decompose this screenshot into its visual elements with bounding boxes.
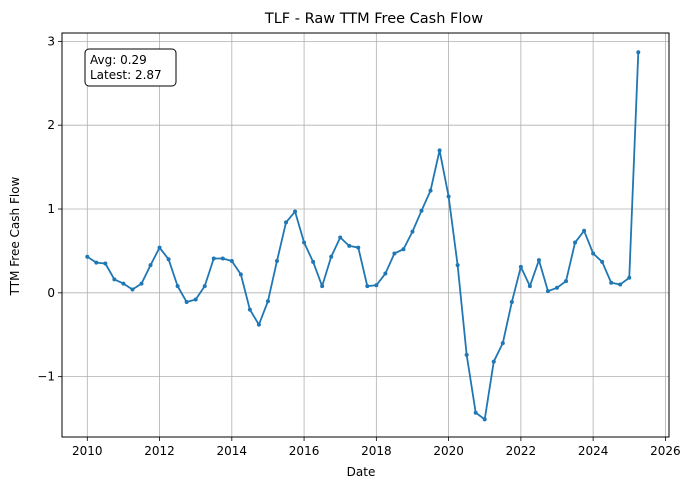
- data-point: [265, 299, 270, 304]
- data-point: [455, 263, 460, 268]
- y-tick-label: 3: [47, 34, 55, 48]
- data-point: [94, 260, 99, 265]
- data-point: [627, 275, 632, 280]
- data-point: [139, 281, 144, 286]
- x-axis-title: Date: [347, 465, 376, 479]
- annotation-avg: Avg: 0.29: [90, 53, 147, 67]
- data-point: [374, 283, 379, 288]
- x-tick-label: 2018: [361, 444, 392, 458]
- data-point: [446, 194, 451, 199]
- annotation-box: [84, 48, 177, 87]
- data-point: [320, 284, 325, 289]
- data-point: [536, 258, 541, 263]
- data-point: [338, 235, 343, 240]
- x-tick-label: 2010: [72, 444, 103, 458]
- data-point: [564, 279, 569, 284]
- x-tick-label: 2026: [650, 444, 681, 458]
- data-point: [184, 300, 189, 305]
- series-line: [86, 52, 640, 421]
- data-point: [482, 417, 487, 422]
- data-point: [329, 254, 334, 259]
- data-point: [518, 264, 523, 269]
- data-point: [302, 240, 307, 245]
- data-point: [419, 208, 424, 213]
- data-point: [365, 284, 370, 289]
- data-point: [193, 297, 198, 302]
- data-point: [428, 188, 433, 193]
- plot-frame: [61, 32, 670, 438]
- data-point: [166, 257, 171, 262]
- data-point: [509, 300, 514, 305]
- data-point: [527, 284, 532, 289]
- data-point: [130, 287, 135, 292]
- data-point: [491, 359, 496, 364]
- y-tick-label: 2: [47, 118, 55, 132]
- x-tick-label: 2012: [144, 444, 175, 458]
- data-point: [121, 281, 126, 286]
- stats-annotation: Avg: 0.29 Latest: 2.87: [84, 48, 177, 87]
- data-point: [148, 263, 153, 268]
- data-point: [229, 258, 234, 263]
- data-point: [347, 243, 352, 248]
- data-point: [554, 285, 559, 290]
- axis-ticks: 2010 2012 2014 2016 2018 2020 2022 2024 2026 −1 0 1…: [37, 34, 680, 458]
- data-point: [609, 280, 614, 285]
- data-point: [591, 251, 596, 256]
- y-tick-label: 0: [47, 286, 55, 300]
- data-point: [437, 148, 442, 153]
- data-point: [473, 410, 478, 415]
- data-point: [211, 256, 216, 261]
- x-tick-label: 2020: [433, 444, 464, 458]
- chart-title: TLF - Raw TTM Free Cash Flow: [264, 11, 483, 27]
- y-axis-title: TTM Free Cash Flow: [8, 176, 22, 296]
- y-tick-label: 1: [47, 202, 55, 216]
- data-point: [85, 254, 90, 259]
- data-point: [175, 284, 180, 289]
- data-point: [464, 352, 469, 357]
- x-tick-label: 2022: [506, 444, 537, 458]
- data-point: [356, 245, 361, 250]
- data-point: [410, 229, 415, 234]
- x-tick-label: 2024: [578, 444, 609, 458]
- x-tick-label: 2016: [289, 444, 320, 458]
- grid: [62, 33, 669, 437]
- data-point: [636, 50, 641, 55]
- data-point: [392, 251, 397, 256]
- data-point: [238, 272, 243, 277]
- x-tick-label: 2014: [217, 444, 248, 458]
- data-point: [157, 245, 162, 250]
- data-point: [383, 271, 388, 276]
- data-point: [401, 247, 406, 252]
- y-tick-label: −1: [37, 370, 55, 384]
- data-point: [284, 220, 289, 225]
- data-point: [103, 261, 108, 266]
- data-point: [582, 228, 587, 233]
- data-point: [500, 341, 505, 346]
- data-point: [256, 322, 261, 327]
- data-point: [112, 277, 117, 282]
- series-layer: [85, 50, 641, 422]
- data-point: [247, 307, 252, 312]
- data-point: [202, 284, 207, 289]
- data-point: [220, 256, 225, 261]
- data-point: [545, 289, 550, 294]
- data-point: [274, 258, 279, 263]
- data-point: [311, 259, 316, 264]
- data-point: [618, 282, 623, 287]
- data-point: [293, 209, 298, 214]
- annotation-latest: Latest: 2.87: [90, 68, 162, 82]
- data-point: [573, 240, 578, 245]
- data-point: [600, 259, 605, 264]
